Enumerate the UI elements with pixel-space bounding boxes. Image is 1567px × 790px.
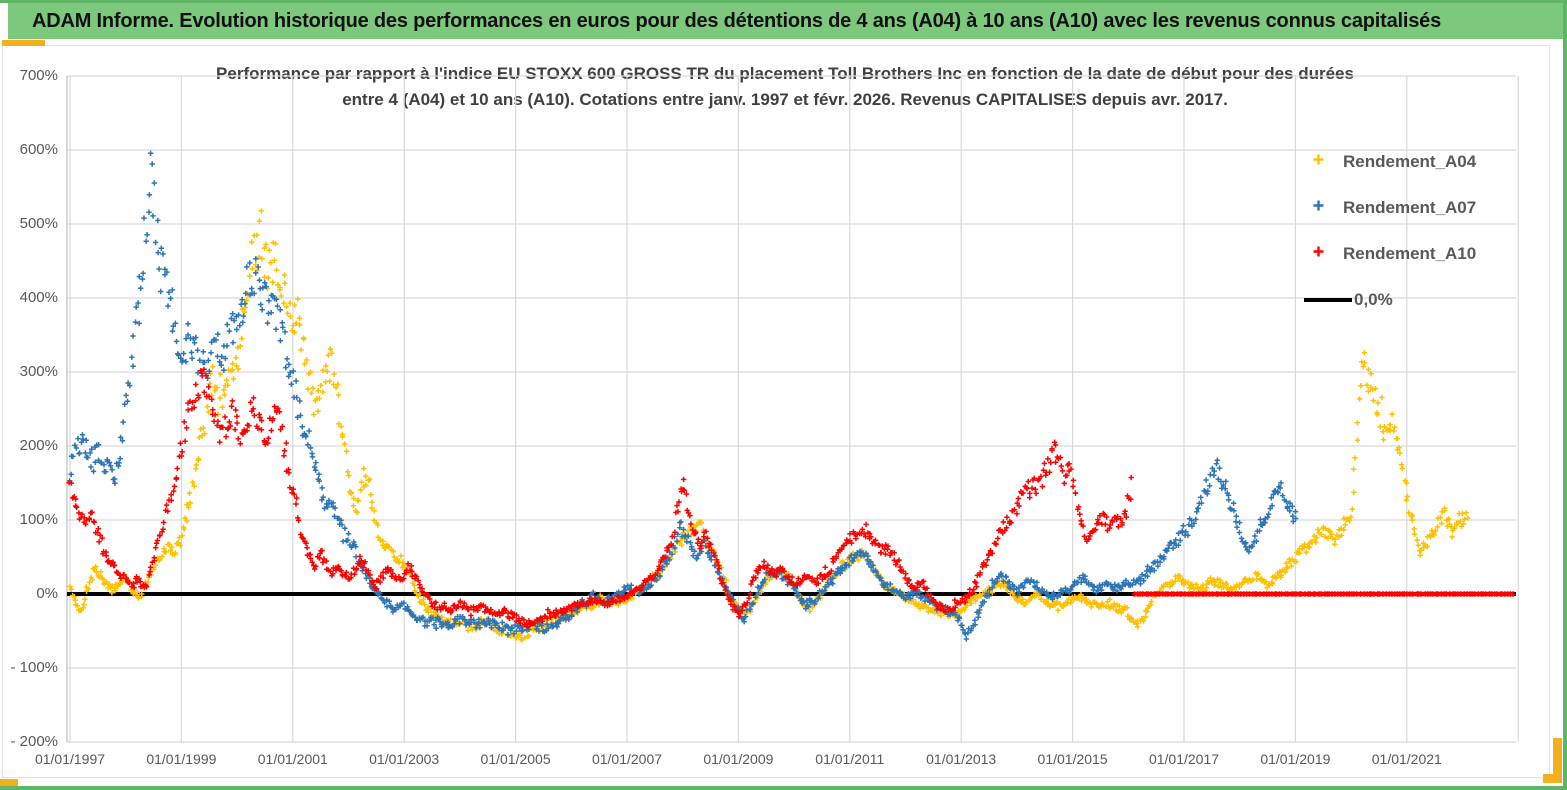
x-axis-label: 01/01/2013 (926, 751, 997, 767)
chart-title: Performance par rapport à l'indice EU ST… (100, 61, 1470, 113)
y-axis-label: 500% (19, 215, 58, 232)
x-axis-label: 01/01/1999 (146, 751, 217, 767)
selection-handle-bottom-left (0, 779, 18, 786)
selection-handle-top-left (2, 40, 45, 46)
y-axis-label: 600% (19, 141, 58, 158)
legend-item-rendement-a10[interactable]: Rendement_A10 (1312, 243, 1476, 265)
y-axis-label: 200% (19, 437, 58, 454)
scatter-plot[interactable] (0, 3, 1567, 790)
legend-label: Rendement_A07 (1343, 198, 1477, 217)
header-title: ADAM Informe. Evolution historique des p… (32, 9, 1441, 32)
legend-item-rendement-a04[interactable]: Rendement_A04 (1312, 151, 1476, 173)
x-axis-label: 01/01/2011 (815, 751, 885, 767)
y-axis-label: 400% (19, 289, 58, 306)
y-axis-label: 0% (36, 585, 58, 602)
legend-plus-marker (1312, 153, 1325, 171)
x-axis-label: 01/01/2009 (703, 751, 774, 767)
x-axis-label: 01/01/2017 (1148, 751, 1220, 767)
x-axis-label: 01/01/2019 (1260, 751, 1331, 767)
x-axis-label: 01/01/2001 (257, 751, 328, 767)
legend-line-marker (1304, 298, 1352, 302)
legend-item-0-0-[interactable]: 0,0% (1304, 289, 1393, 311)
x-axis-label: 01/01/2003 (369, 751, 440, 767)
y-axis-label: 100% (19, 511, 58, 528)
x-axis-label: 01/01/2007 (591, 751, 663, 767)
legend-item-rendement-a07[interactable]: Rendement_A07 (1312, 197, 1476, 219)
legend-label: Rendement_A04 (1343, 152, 1477, 171)
x-axis-label: 01/01/2015 (1037, 751, 1108, 767)
chart-title-line1: Performance par rapport à l'indice EU ST… (216, 64, 1354, 83)
y-axis-label: 300% (19, 363, 58, 380)
legend-label: 0,0% (1354, 290, 1393, 309)
x-axis-label: 01/01/2021 (1371, 751, 1442, 767)
legend-plus-marker (1312, 199, 1325, 217)
y-axis-label: - 100% (10, 659, 58, 676)
legend-plus-marker (1312, 245, 1325, 263)
x-axis-label: 01/01/2005 (480, 751, 551, 767)
x-axis-label: 01/01/1997 (34, 751, 106, 767)
selection-handle-bottom-right-v (1553, 738, 1562, 783)
y-axis-label: - 200% (10, 733, 58, 750)
header-bar: ADAM Informe. Evolution historique des p… (8, 3, 1563, 39)
legend-label: Rendement_A10 (1343, 244, 1477, 263)
chart-title-line2: entre 4 (A04) et 10 ans (A10). Cotations… (342, 90, 1228, 109)
selection-handle-bottom-right-h (1543, 774, 1562, 783)
y-axis-label: 700% (19, 67, 58, 84)
chart-object-frame[interactable] (2, 45, 1550, 778)
